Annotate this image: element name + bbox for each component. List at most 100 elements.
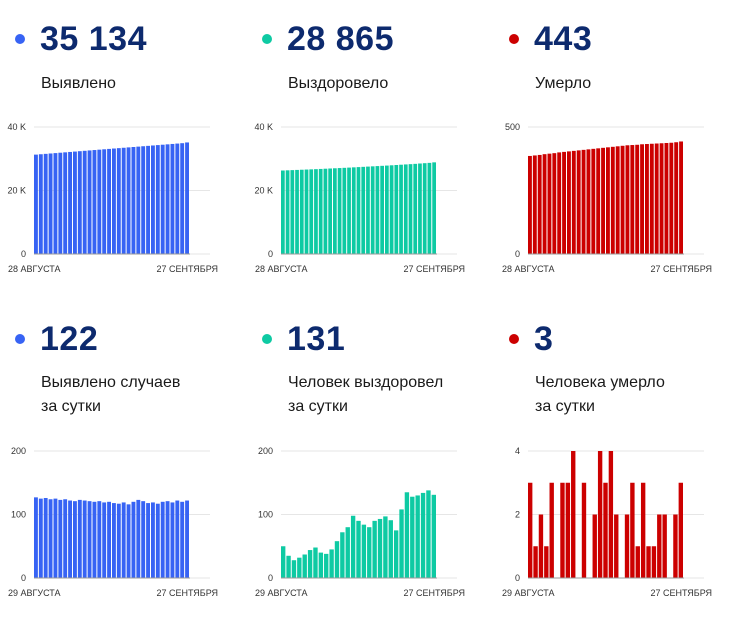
bar — [160, 144, 165, 254]
bar — [281, 170, 285, 254]
y-tick-label: 0 — [268, 573, 273, 583]
bar — [356, 167, 361, 254]
bar — [662, 514, 667, 578]
bar — [345, 527, 350, 578]
x-start-label: 28 АВГУСТА — [255, 264, 308, 274]
bar — [649, 143, 654, 254]
bar — [87, 150, 92, 254]
bar — [131, 501, 136, 578]
bar — [528, 482, 533, 578]
legend-dot — [262, 34, 272, 44]
bar — [314, 169, 318, 254]
bar — [313, 547, 318, 578]
card-detected-daily: 122 Выявлено случаев за сутки 0 100 200 29 … — [0, 310, 240, 610]
bar — [370, 166, 375, 254]
bar — [377, 518, 383, 578]
bar — [281, 546, 286, 578]
bar — [610, 146, 615, 254]
detected-daily-chart: 0 100 200 29 АВГУСТА 27 СЕНТЯБРЯ — [8, 446, 218, 598]
detected-total: 35 134 — [40, 20, 147, 58]
y-tick-label: 0 — [515, 249, 520, 259]
bar — [592, 514, 597, 578]
deaths-total: 443 — [534, 20, 593, 58]
detected-daily-label-line2: за сутки — [41, 398, 101, 415]
recovered-chart: 0 20 K 40 K 28 АВГУСТА 27 СЕНТЯБРЯ — [254, 122, 465, 274]
deaths-daily-label-line1: Человека умерло — [535, 374, 665, 391]
bar — [635, 144, 640, 254]
x-start-label: 28 АВГУСТА — [502, 264, 555, 274]
bar — [175, 500, 180, 578]
bar — [304, 169, 309, 254]
bar — [431, 494, 436, 578]
card-recovered-daily: 131 Человек выздоровел за сутки 0 100 200 2… — [247, 310, 487, 610]
bar — [146, 503, 150, 578]
bar — [678, 482, 683, 578]
bar — [581, 482, 587, 578]
y-tick-label: 0 — [268, 249, 273, 259]
y-tick-label: 0 — [21, 573, 26, 583]
bar — [669, 142, 674, 254]
bar — [635, 546, 640, 578]
bar — [367, 527, 372, 578]
bar — [112, 148, 116, 254]
x-end-label: 27 СЕНТЯБРЯ — [650, 264, 712, 274]
bar — [121, 147, 126, 254]
bar — [34, 154, 38, 254]
x-end-label: 27 СЕНТЯБРЯ — [156, 588, 218, 598]
bar — [606, 147, 610, 254]
y-tick-label: 200 — [11, 446, 26, 456]
bar — [97, 501, 102, 578]
bar — [43, 153, 48, 254]
bar — [107, 501, 111, 578]
bar — [309, 169, 314, 254]
recovered-total: 28 865 — [287, 20, 394, 58]
x-start-label: 29 АВГУСТА — [8, 588, 61, 598]
bar — [557, 152, 562, 254]
bar — [640, 144, 644, 254]
bar — [624, 514, 630, 578]
bar — [82, 500, 87, 578]
bar — [126, 504, 131, 578]
bar — [571, 451, 576, 578]
bar — [131, 147, 136, 254]
deaths-daily-label-line2: за сутки — [535, 398, 595, 415]
bar — [53, 498, 58, 578]
recovered-daily-total: 131 — [287, 320, 346, 358]
bar — [92, 150, 97, 254]
bar — [112, 503, 116, 578]
bar — [73, 501, 77, 578]
bar — [97, 149, 102, 254]
bar — [537, 154, 542, 254]
bar — [413, 163, 418, 254]
bar — [170, 502, 175, 578]
bar — [547, 153, 552, 254]
bar — [295, 169, 299, 254]
bar — [87, 501, 92, 578]
y-tick-label: 40 K — [7, 122, 26, 132]
legend-dot — [509, 334, 519, 344]
bar — [664, 143, 669, 254]
card-recovered: 28 865 Выздоровело 0 20 K 40 K 28 АВГУСТА 27… — [247, 0, 487, 300]
detected-daily-label-line1: Выявлено случаев — [41, 374, 181, 391]
bar — [333, 168, 337, 254]
bar — [180, 143, 185, 254]
bar — [58, 152, 63, 254]
bar — [136, 146, 141, 254]
bar — [116, 503, 121, 578]
bar — [116, 148, 121, 254]
bar — [542, 154, 547, 254]
recovered-daily-label-line2: за сутки — [288, 398, 348, 415]
bar — [77, 499, 82, 578]
detected-label: Выявлено — [41, 75, 116, 92]
bar — [651, 546, 657, 578]
bar — [342, 167, 347, 254]
x-start-label: 28 АВГУСТА — [8, 264, 61, 274]
bar — [646, 546, 651, 578]
bar — [121, 502, 126, 578]
bar — [155, 145, 160, 254]
bar — [679, 141, 683, 254]
recovered-label: Выздоровело — [288, 75, 389, 92]
bar — [160, 501, 165, 578]
bar — [422, 163, 427, 254]
bar — [155, 503, 160, 578]
